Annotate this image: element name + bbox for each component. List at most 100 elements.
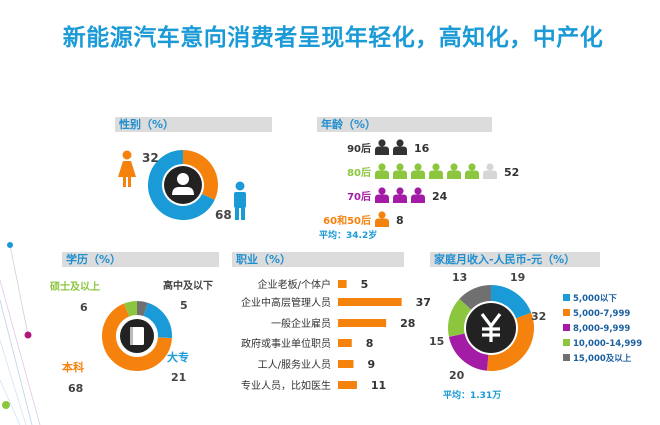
age-icon-1-2-body [411, 170, 425, 179]
female-icon-dress [118, 161, 136, 177]
income-value-4: 13 [452, 271, 467, 284]
age-category-2: 70后 [347, 190, 371, 203]
edu-value-1: 21 [171, 371, 186, 384]
age-icon-1-0-body [375, 170, 389, 179]
edu-slice-1 [143, 302, 172, 339]
age-icon-1-2 [411, 163, 425, 179]
occupation-value-3: 8 [366, 337, 374, 350]
age-icon-1-4-head [450, 163, 458, 171]
age-icon-1-4-body [447, 170, 461, 179]
legend-swatch-0 [563, 294, 570, 301]
gender-value-female: 32 [142, 151, 159, 165]
age-value-0: 16 [414, 142, 430, 155]
legend-swatch-4 [563, 354, 570, 361]
edu-label-3: 硕士及以上 [50, 280, 100, 293]
age-icon-2-2 [411, 187, 425, 203]
age-icon-0-1 [393, 139, 407, 155]
occupation-label-4: 工人/服务业人员 [258, 358, 331, 371]
income-value-2: 20 [449, 369, 465, 382]
age-icon-2-2-body [411, 194, 425, 203]
book-icon-spine [130, 327, 133, 345]
decoration [0, 242, 41, 425]
income-average: 平均：1.31万 [443, 389, 501, 401]
age-icon-0-1-body [393, 146, 407, 155]
age-icon-1-0 [375, 163, 389, 179]
age-category-3: 60和50后 [323, 214, 371, 227]
legend-label-1: 5,000-7,999 [573, 309, 630, 319]
male-icon-leg-left [235, 208, 239, 220]
edu-label-1: 大专 [167, 350, 189, 364]
age-icon-2-1-body [393, 194, 407, 203]
age-icon-0-0 [375, 139, 389, 155]
age-average: 平均：34.2岁 [319, 229, 377, 241]
age-value-2: 24 [432, 190, 448, 203]
income-value-0: 19 [510, 271, 525, 284]
age-icon-1-4 [447, 163, 461, 179]
age-icon-2-0 [375, 187, 389, 203]
age-icon-1-0-head [378, 163, 386, 171]
age-icon-1-partial-bg-body [483, 170, 497, 179]
age-icon-1-2-head [414, 163, 422, 171]
occupation-label-5: 专业人员，比如医生 [241, 379, 331, 392]
age-category-1: 80后 [347, 166, 371, 179]
person-center-icon-body [172, 187, 194, 195]
female-icon-leg-right [128, 177, 131, 187]
occupation-label-1: 企业中高层管理人员 [241, 296, 331, 309]
person-center-icon-head [177, 173, 189, 185]
age-icon-3-0 [375, 211, 389, 227]
age-category-0: 90后 [347, 142, 371, 155]
female-icon-leg-left [123, 177, 126, 187]
age-header: 年龄（%） [317, 117, 492, 132]
income-slice-1 [486, 312, 534, 371]
occupation-header: 职业（%） [232, 252, 404, 267]
age-icon-0-1-head [396, 139, 404, 147]
age-icon-2-0-head [378, 187, 386, 195]
edu-slice-2 [102, 303, 172, 371]
age-icon-2-1 [393, 187, 407, 203]
occupation-bar-3 [338, 339, 352, 347]
occupation-bar-1 [338, 298, 402, 306]
income-slice-2 [448, 333, 489, 371]
age-value-1: 52 [504, 166, 519, 179]
gender-slice-1 [148, 150, 215, 220]
income-slice-4 [459, 285, 492, 311]
age-icon-0-0-body [375, 146, 389, 155]
education-header: 学历（%） [62, 252, 219, 267]
age-value-3: 8 [396, 214, 404, 227]
age-icon-1-1-head [396, 163, 404, 171]
male-icon [235, 181, 245, 191]
legend-swatch-3 [563, 339, 570, 346]
edu-label-0: 高中及以下 [163, 279, 213, 292]
male-icon-leg-right [241, 208, 245, 220]
occupation-value-4: 9 [367, 358, 375, 371]
occupation-bar-4 [338, 360, 354, 368]
age-icon-3-0-head [378, 211, 386, 219]
age-icon-3-0-body [375, 218, 389, 227]
age-icon-1-1 [393, 163, 407, 179]
age-icon-1-3-head [432, 163, 440, 171]
occupation-value-5: 11 [371, 379, 386, 392]
occupation-value-2: 28 [400, 317, 415, 330]
occupation-label-0: 企业老板/个体户 [258, 278, 331, 291]
occupation-value-1: 37 [416, 296, 431, 309]
legend-label-4: 15,000及以上 [573, 353, 632, 364]
book-icon [130, 327, 144, 345]
gender-slice-0 [182, 150, 218, 200]
legend-swatch-1 [563, 309, 570, 316]
edu-value-3: 6 [80, 301, 88, 314]
edu-value-0: 5 [180, 299, 188, 312]
age-icon-1-5-head [468, 163, 476, 171]
age-icon-1-1-body [393, 170, 407, 179]
age-icon-1-5-body [465, 170, 479, 179]
legend-swatch-2 [563, 324, 570, 331]
age-icon-2-2-head [414, 187, 422, 195]
page-title: 新能源汽车意向消费者呈现年轻化，高知化，中产化 [62, 25, 604, 51]
legend-label-0: 5,000以下 [573, 294, 617, 304]
income-header: 家庭月收入-人民币-元（%） [430, 252, 600, 267]
occupation-bar-2 [338, 319, 387, 327]
edu-label-2: 本科 [62, 360, 84, 374]
income-slice-0 [490, 285, 532, 319]
edu-slice-0 [136, 300, 148, 317]
